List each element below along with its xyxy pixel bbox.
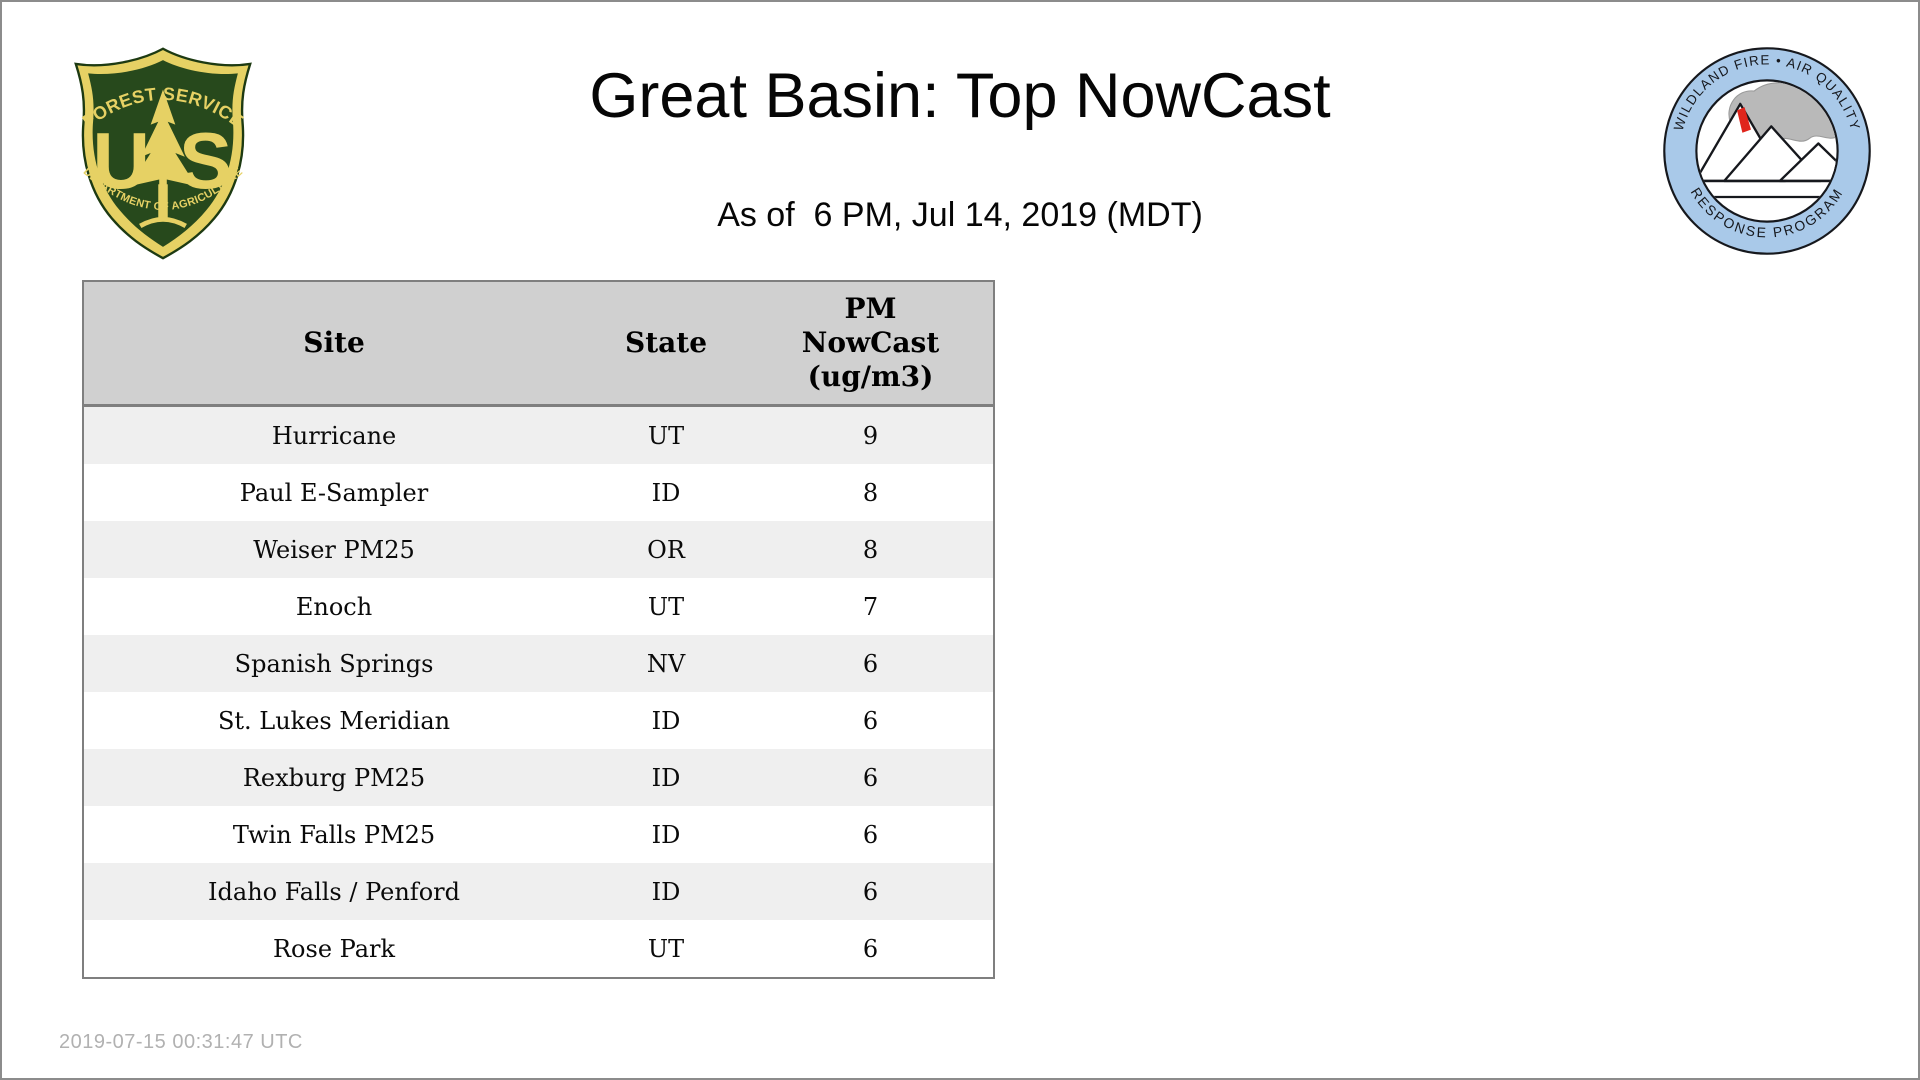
fs-tree-icon [129,89,197,229]
cell-pm-nowcast: 6 [748,806,994,863]
table-row: Rexburg PM25 ID 6 [83,749,994,806]
cell-state: OR [584,521,749,578]
table-row: Spanish Springs NV 6 [83,635,994,692]
cell-site: Twin Falls PM25 [83,806,585,863]
cell-pm-nowcast: 8 [748,521,994,578]
cell-state: UT [584,578,749,635]
col-header-pm-nowcast: PM NowCast (ug/m3) [748,281,994,407]
table-row: Weiser PM25 OR 8 [83,521,994,578]
cell-pm-nowcast: 6 [748,749,994,806]
cell-state: ID [584,464,749,521]
nowcast-table: Site State PM NowCast (ug/m3) Hurricane U… [82,280,995,979]
table-body: Hurricane UT 9 Paul E-Sampler ID 8 Weiser PM25… [83,405,994,978]
cell-site: Enoch [83,578,585,635]
forest-service-logo: FOREST SERVICE U S DEPARTMENT OF AGRICUL… [74,47,252,260]
pm-header-line1: PM [844,291,897,325]
cell-site: Rexburg PM25 [83,749,585,806]
cell-state: NV [584,635,749,692]
fs-letter-s: S [179,116,232,205]
table-row: Rose Park UT 6 [83,920,994,978]
cell-site: Paul E-Sampler [83,464,585,521]
fs-letter-u: U [93,116,151,205]
cell-site: Hurricane [83,405,585,464]
table-row: St. Lukes Meridian ID 6 [83,692,994,749]
wf-flame-mark [1737,107,1751,133]
page-title: Great Basin: Top NowCast [589,61,1331,131]
cell-pm-nowcast: 6 [748,635,994,692]
cell-pm-nowcast: 6 [748,920,994,978]
page-subtitle: As of 6 PM, Jul 14, 2019 (MDT) [717,196,1203,234]
cell-state: UT [584,920,749,978]
cell-pm-nowcast: 6 [748,692,994,749]
cell-site: Weiser PM25 [83,521,585,578]
cell-pm-nowcast: 6 [748,863,994,920]
table-header: Site State PM NowCast (ug/m3) [83,281,994,407]
cell-state: ID [584,692,749,749]
table-row: Enoch UT 7 [83,578,994,635]
cell-site: St. Lukes Meridian [83,692,585,749]
table-row: Idaho Falls / Penford ID 6 [83,863,994,920]
cell-state: ID [584,749,749,806]
cell-pm-nowcast: 8 [748,464,994,521]
table-row: Twin Falls PM25 ID 6 [83,806,994,863]
table-row: Hurricane UT 9 [83,405,994,464]
cell-pm-nowcast: 7 [748,578,994,635]
pm-header-line3: (ug/m3) [807,360,934,394]
generated-timestamp: 2019-07-15 00:31:47 UTC [59,1031,303,1053]
col-header-state: State [584,281,749,407]
cell-site: Idaho Falls / Penford [83,863,585,920]
cell-state: ID [584,806,749,863]
cell-site: Rose Park [83,920,585,978]
col-header-site: Site [83,281,585,407]
pm-header-line2: NowCast [801,325,940,359]
cell-site: Spanish Springs [83,635,585,692]
wfaqrp-logo: WILDLAND FIRE • AIR QUALITY RESPONSE PRO… [1663,47,1871,255]
cell-pm-nowcast: 9 [748,405,994,464]
cell-state: ID [584,863,749,920]
table-row: Paul E-Sampler ID 8 [83,464,994,521]
cell-state: UT [584,405,749,464]
